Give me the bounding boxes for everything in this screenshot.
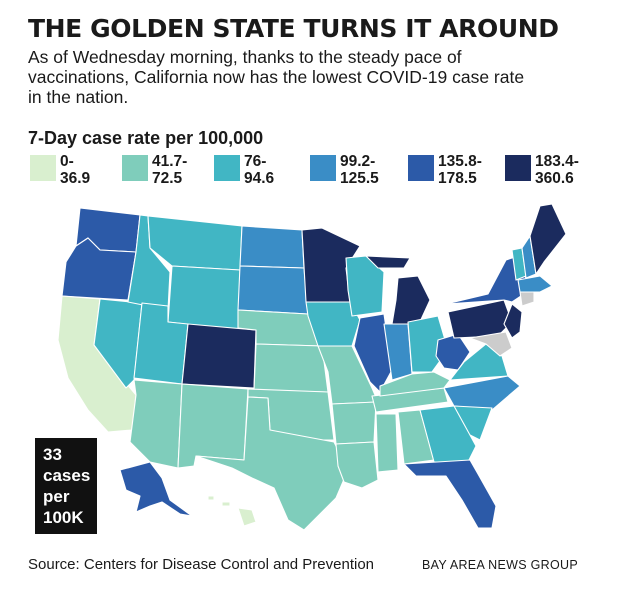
legend-swatch bbox=[214, 155, 240, 181]
state-nd bbox=[239, 225, 305, 269]
legend-swatch bbox=[310, 155, 336, 181]
legend-label: 183.4- 360.6 bbox=[535, 153, 579, 187]
state-hi bbox=[207, 495, 257, 527]
callout-number: 33 bbox=[43, 445, 62, 464]
legend-swatch bbox=[122, 155, 148, 181]
callout-text: per bbox=[43, 487, 70, 506]
state-ak bbox=[119, 461, 193, 517]
legend-label: 99.2- 125.5 bbox=[340, 153, 379, 187]
legend: 0- 36.9 41.7- 72.5 76- 94.6 99.2- 125.5 135.… bbox=[30, 153, 610, 193]
state-fl bbox=[403, 459, 497, 529]
california-callout: 33 cases per 100K bbox=[35, 438, 97, 534]
headline: THE GOLDEN STATE TURNS IT AROUND bbox=[28, 14, 559, 43]
state-az bbox=[129, 379, 183, 469]
legend-label: 41.7- 72.5 bbox=[152, 153, 188, 187]
state-nj bbox=[503, 303, 523, 339]
state-ks bbox=[253, 343, 329, 393]
callout-text: cases bbox=[43, 466, 91, 485]
state-sd bbox=[237, 265, 309, 315]
state-la bbox=[335, 441, 379, 489]
state-md bbox=[469, 331, 513, 357]
publisher-credit: BAY AREA NEWS GROUP bbox=[422, 558, 578, 572]
legend-swatch bbox=[408, 155, 434, 181]
legend-swatch bbox=[30, 155, 56, 181]
state-ma bbox=[517, 275, 553, 293]
state-ct bbox=[519, 291, 535, 307]
us-choropleth-map bbox=[57, 203, 567, 531]
source-note: Source: Centers for Disease Control and … bbox=[28, 556, 375, 573]
state-ga bbox=[419, 405, 477, 463]
legend-label: 0- 36.9 bbox=[60, 153, 91, 187]
callout-text: 100K bbox=[43, 508, 84, 527]
legend-title: 7-Day case rate per 100,000 bbox=[28, 128, 264, 148]
legend-label: 135.8- 178.5 bbox=[438, 153, 482, 187]
state-tx bbox=[195, 396, 349, 531]
state-ar bbox=[331, 401, 377, 445]
state-wy bbox=[167, 265, 241, 331]
legend-label: 76- 94.6 bbox=[244, 153, 275, 187]
state-ms bbox=[375, 413, 399, 473]
state-nc bbox=[443, 375, 521, 411]
legend-swatch bbox=[505, 155, 531, 181]
state-co bbox=[181, 323, 257, 389]
state-pa bbox=[447, 299, 513, 339]
state-nm bbox=[177, 383, 249, 469]
subheadline: As of Wednesday morning, thanks to the s… bbox=[28, 47, 525, 107]
state-me bbox=[529, 203, 567, 275]
